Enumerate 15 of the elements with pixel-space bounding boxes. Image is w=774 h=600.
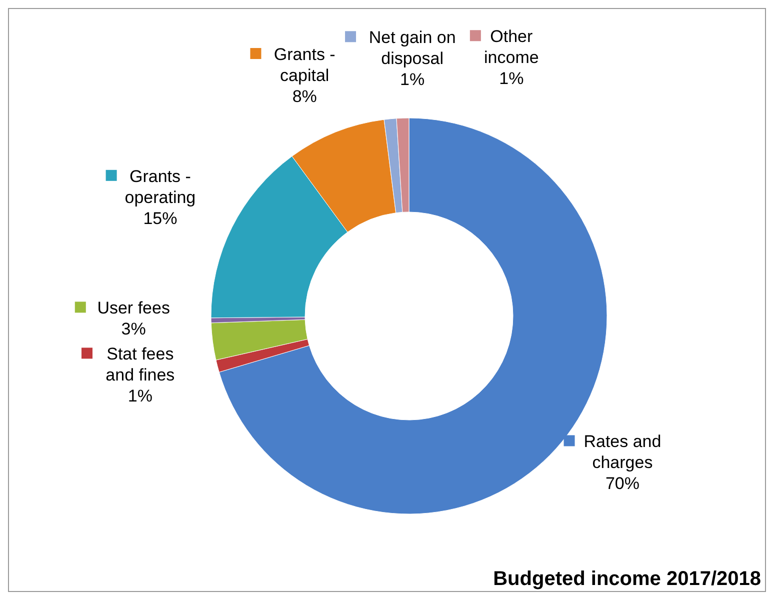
data-label: 8% <box>292 87 317 106</box>
legend-label: Grants - operating <box>124 166 196 207</box>
legend-label: User fees <box>97 298 170 318</box>
data-label: 70% <box>605 474 640 494</box>
text: Budgeted income 2017/2018 <box>493 568 761 590</box>
data-label: 3% <box>121 320 146 339</box>
legend-label: Grants - capital <box>274 45 336 86</box>
data-label: 1% <box>128 386 152 406</box>
legend-label: Stat fees and fines <box>106 344 175 385</box>
data-label: 15% <box>143 208 178 228</box>
legend-label: Rates and charges <box>584 432 662 472</box>
legend-label: Other income <box>484 27 539 68</box>
data-label: 1% <box>499 69 524 88</box>
data-label: 1% <box>400 70 425 90</box>
legend-label: Net gain on disposal <box>368 28 456 68</box>
